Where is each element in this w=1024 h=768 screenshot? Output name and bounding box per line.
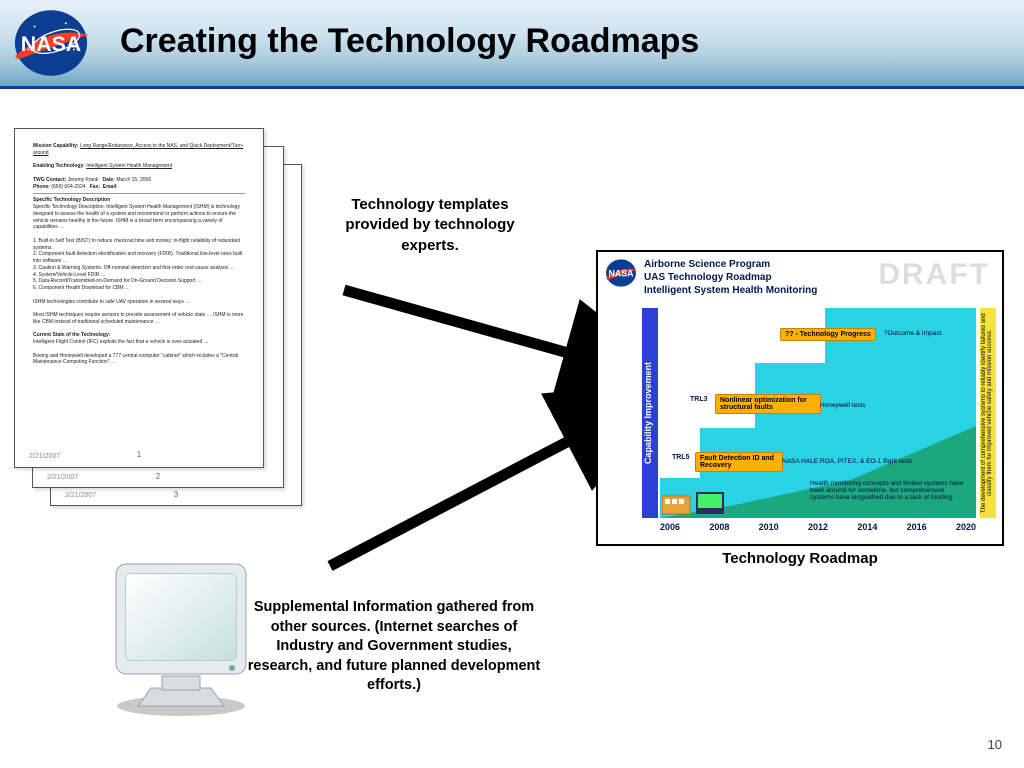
- roadmap-thumbnail: NASA Airborne Science Program UAS Techno…: [596, 250, 1004, 546]
- roadmap-yaxis: Capability Improvement: [642, 308, 658, 518]
- nasa-logo-small: NASA: [604, 258, 638, 288]
- nasa-logo: NASA: [10, 8, 92, 78]
- slide-title: Creating the Technology Roadmaps: [120, 22, 699, 61]
- templates-label: Technology templates provided by technol…: [320, 195, 540, 256]
- document-stack: 2/21/2007 3 2/21/2007 2 Mission Capabili…: [14, 128, 304, 508]
- roadmap-years: 2006200820102012201420162020: [660, 522, 976, 536]
- callout-nonlinear: Nonlinear optimization for structural fa…: [715, 394, 821, 414]
- callout-fdir: Fault Detection ID and Recovery: [695, 452, 783, 472]
- callout-progress: ?? - Technology Progress: [780, 328, 876, 341]
- doc-page-1: Mission Capability: Long Range/Endurance…: [14, 128, 264, 468]
- green-note: Health monitoring concepts and limited s…: [810, 480, 970, 501]
- computer-monitor-icon: [96, 548, 266, 718]
- draft-watermark: DRAFT: [878, 258, 990, 292]
- svg-text:NASA: NASA: [608, 268, 634, 278]
- roadmap-label: Technology Roadmap: [700, 550, 900, 567]
- page-number: 10: [988, 737, 1002, 752]
- roadmap-right-strip: The development of comprehensive systems…: [980, 308, 996, 518]
- roadmap-titles: Airborne Science Program UAS Technology …: [644, 258, 817, 297]
- supplemental-label: Supplemental Information gathered from o…: [246, 598, 542, 696]
- roadmap-plot: ?? - Technology Progress ?Outcome & Impa…: [660, 308, 976, 518]
